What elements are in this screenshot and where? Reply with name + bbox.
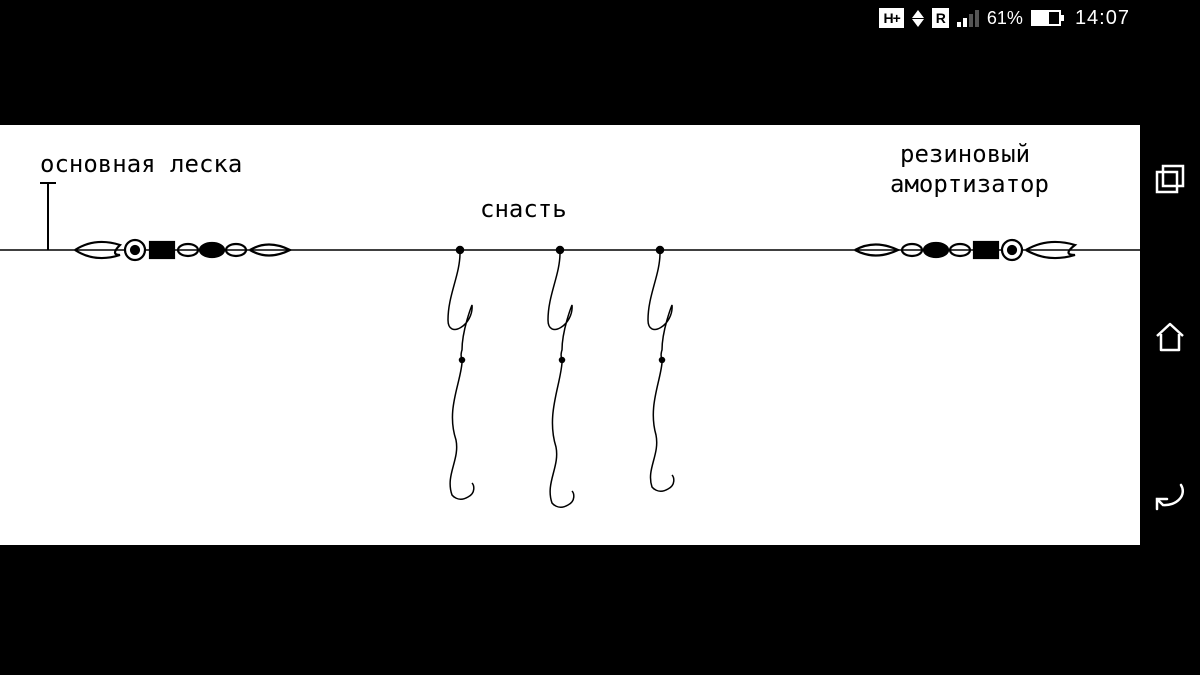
roaming-icon: R	[932, 8, 949, 28]
rig-diagram	[0, 125, 1140, 545]
data-activity-icon	[912, 10, 924, 27]
home-icon	[1153, 320, 1187, 354]
clock: 14:07	[1075, 7, 1130, 30]
status-bar: H+ R 61% 14:07	[0, 0, 1200, 36]
navigation-bar	[1140, 0, 1200, 675]
recents-icon	[1155, 164, 1185, 194]
home-button[interactable]	[1152, 319, 1188, 355]
back-icon	[1153, 479, 1187, 513]
battery-percent: 61%	[987, 8, 1023, 29]
recents-button[interactable]	[1152, 161, 1188, 197]
back-button[interactable]	[1152, 478, 1188, 514]
signal-icon	[957, 9, 979, 27]
battery-icon	[1031, 10, 1061, 26]
screen: H+ R 61% 14:07	[0, 0, 1200, 675]
image-viewer[interactable]: основная леска снасть резиновый амортиза…	[0, 125, 1140, 545]
network-mode-icon: H+	[879, 8, 903, 28]
